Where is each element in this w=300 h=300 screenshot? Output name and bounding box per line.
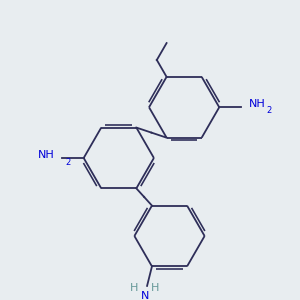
Text: N: N bbox=[141, 291, 149, 300]
Text: NH: NH bbox=[248, 99, 265, 109]
Text: H: H bbox=[151, 283, 159, 293]
Text: NH: NH bbox=[38, 150, 54, 160]
Text: 2: 2 bbox=[266, 106, 271, 115]
Text: H: H bbox=[130, 283, 139, 293]
Text: 2: 2 bbox=[66, 158, 71, 167]
